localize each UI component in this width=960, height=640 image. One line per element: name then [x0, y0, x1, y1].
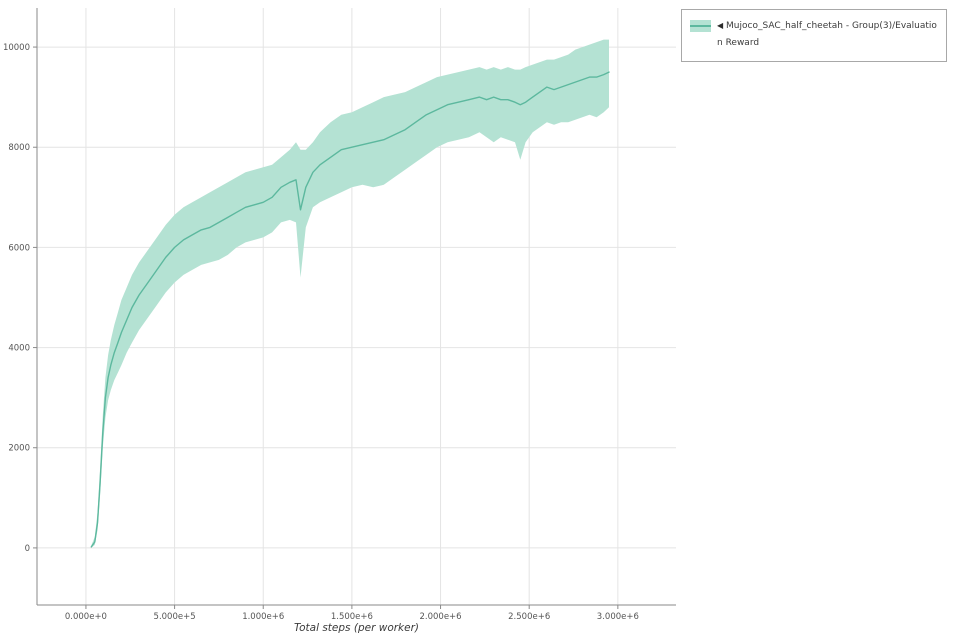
x-tick-label: 3.000e+6: [597, 612, 639, 622]
x-tick-label: 2.000e+6: [419, 612, 461, 622]
x-tick-label: 1.000e+6: [242, 612, 284, 622]
y-tick-label: 10000: [3, 43, 30, 53]
confidence-band: [91, 39, 610, 548]
legend-label-text: ◀ Mujoco_SAC_half_cheetah - Group(3)/Eva…: [717, 17, 938, 52]
legend: ◀ Mujoco_SAC_half_cheetah - Group(3)/Eva…: [681, 9, 947, 62]
line-swatch: [690, 25, 711, 27]
legend-label: Mujoco_SAC_half_cheetah - Group(3)/Evalu…: [717, 21, 937, 48]
series-line: [90, 71, 610, 548]
x-tick-label: 5.000e+5: [154, 612, 196, 622]
y-tick-label: 8000: [8, 143, 30, 153]
x-tick-label: 2.500e+6: [508, 612, 550, 622]
y-tick-label: 6000: [8, 243, 30, 253]
y-tick-label: 4000: [8, 344, 30, 354]
x-tick-label: 0.000e+0: [65, 612, 107, 622]
legend-item[interactable]: ◀ Mujoco_SAC_half_cheetah - Group(3)/Eva…: [690, 17, 938, 52]
y-tick-label: 2000: [8, 444, 30, 454]
y-tick-label: 0: [25, 544, 30, 554]
legend-swatch: [690, 20, 711, 32]
x-axis-label: Total steps (per worker): [293, 622, 420, 634]
left-triangle-marker: ◀: [717, 21, 724, 30]
x-tick-label: 1.500e+6: [331, 612, 373, 622]
